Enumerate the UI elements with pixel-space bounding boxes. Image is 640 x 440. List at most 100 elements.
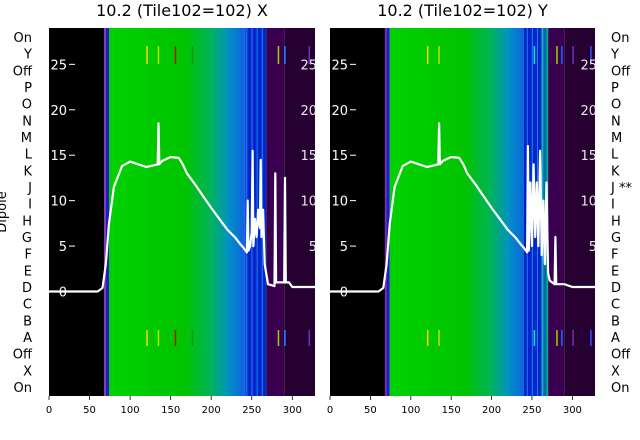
heatmap-accent	[561, 46, 563, 64]
y-axis-label: Dipole	[0, 191, 10, 232]
overlay-ytick-label-edge: 5	[309, 240, 317, 255]
row-label: I	[611, 198, 615, 213]
overlay-ytick-label: 20	[50, 104, 67, 119]
heatmap-accent	[277, 330, 280, 346]
overlay-ytick-label-edge: 10	[300, 195, 317, 210]
heatmap-accent	[426, 330, 429, 346]
x-tick-label: 50	[83, 405, 96, 416]
row-label: E	[611, 264, 619, 279]
row-label: A	[611, 331, 620, 346]
overlay-ytick-label: 15	[50, 149, 67, 164]
heatmap-accent	[572, 46, 574, 64]
row-label: B	[611, 314, 620, 329]
heatmap-accent	[146, 46, 148, 64]
heatmap-gradient	[113, 28, 244, 396]
row-label: O	[22, 98, 32, 113]
heatmap-accent	[284, 46, 286, 64]
row-label: M	[21, 131, 32, 146]
row-label: F	[25, 248, 32, 263]
heatmap-band	[105, 28, 110, 396]
x-tick-label: 200	[202, 405, 221, 416]
chart-title: 10.2 (Tile102=102) X	[96, 1, 268, 20]
row-label: Off	[13, 64, 33, 79]
heatmap-accent	[308, 330, 311, 346]
heatmap-band	[564, 28, 595, 396]
row-label: X	[611, 364, 620, 379]
heatmap-accent	[561, 330, 563, 346]
heatmap-accent	[146, 330, 148, 346]
heatmap-band	[330, 28, 385, 396]
overlay-ytick-label: 0	[59, 286, 67, 301]
heatmap-accent	[157, 46, 160, 64]
heatmap-band	[104, 28, 106, 396]
x-tick-label: 300	[283, 405, 302, 416]
heatmap-accent	[556, 46, 558, 64]
overlay-ytick-label-edge: 5	[589, 240, 597, 255]
row-label: E	[24, 264, 32, 279]
heatmap-band	[49, 28, 105, 396]
x-tick-label: 300	[563, 405, 582, 416]
row-label: L	[611, 148, 619, 163]
heatmap-band	[384, 28, 387, 396]
overlay-series-line	[49, 122, 315, 293]
row-label: K	[611, 164, 620, 179]
heatmap-accent	[174, 46, 177, 64]
heatmap-accent	[590, 330, 592, 346]
row-label: P	[24, 81, 32, 96]
row-label: O	[611, 98, 621, 113]
row-label: D	[22, 281, 32, 296]
overlay-ytick-label: 5	[340, 240, 348, 255]
heatmap-accent	[284, 330, 286, 346]
x-tick-label: 250	[242, 405, 261, 416]
row-label: K	[23, 164, 32, 179]
heatmap-accent	[426, 46, 429, 64]
heatmap-accent	[533, 330, 536, 346]
overlay-ytick-label: 25	[331, 58, 348, 73]
row-label: On	[611, 31, 629, 46]
row-label: H	[611, 214, 621, 229]
row-label: N	[611, 114, 621, 129]
heatmap-band	[386, 28, 390, 396]
heatmap-accent	[556, 330, 558, 346]
x-tick-label: 250	[522, 405, 541, 416]
overlay-ytick-label-edge: 20	[580, 104, 597, 119]
row-label: D	[611, 281, 621, 296]
row-label: Off	[611, 348, 631, 363]
heatmap-band	[548, 28, 565, 396]
overlay-ytick-label: 10	[50, 195, 67, 210]
row-label: F	[611, 248, 618, 263]
overlay-ytick-label-edge: 15	[580, 149, 597, 164]
overlay-ytick-label: 0	[340, 286, 348, 301]
overlay-series-line	[330, 122, 595, 293]
overlay-ytick-label-edge: 10	[580, 195, 597, 210]
overlay-ytick-label: 5	[59, 240, 67, 255]
heatmap-accent	[308, 46, 311, 64]
row-label: Y	[610, 48, 619, 63]
overlay-ytick-label-edge: 25	[300, 58, 317, 73]
chart-title: 10.2 (Tile102=102) Y	[377, 1, 548, 20]
heatmap-accent	[191, 46, 194, 64]
row-label: N	[22, 114, 32, 129]
row-label: G	[22, 231, 32, 246]
row-label: J	[27, 181, 32, 196]
row-label: On	[611, 381, 629, 396]
heatmap-accent	[572, 330, 574, 346]
overlay-ytick-label: 25	[50, 58, 67, 73]
overlay-ytick-label-edge: 20	[300, 104, 317, 119]
x-tick-label: 100	[401, 405, 420, 416]
heatmap-gradient	[394, 28, 524, 396]
x-tick-label: 200	[482, 405, 501, 416]
heatmap-accent	[533, 46, 536, 64]
row-label: On	[14, 31, 32, 46]
overlay-ytick-label: 10	[331, 195, 348, 210]
x-tick-label: 150	[161, 405, 180, 416]
overlay-ytick-label-edge: 15	[300, 149, 317, 164]
row-label: On	[14, 381, 32, 396]
row-label: Y	[23, 48, 32, 63]
row-label: M	[611, 131, 622, 146]
row-label: X	[23, 364, 32, 379]
overlay-ytick-label-edge: 25	[580, 58, 597, 73]
